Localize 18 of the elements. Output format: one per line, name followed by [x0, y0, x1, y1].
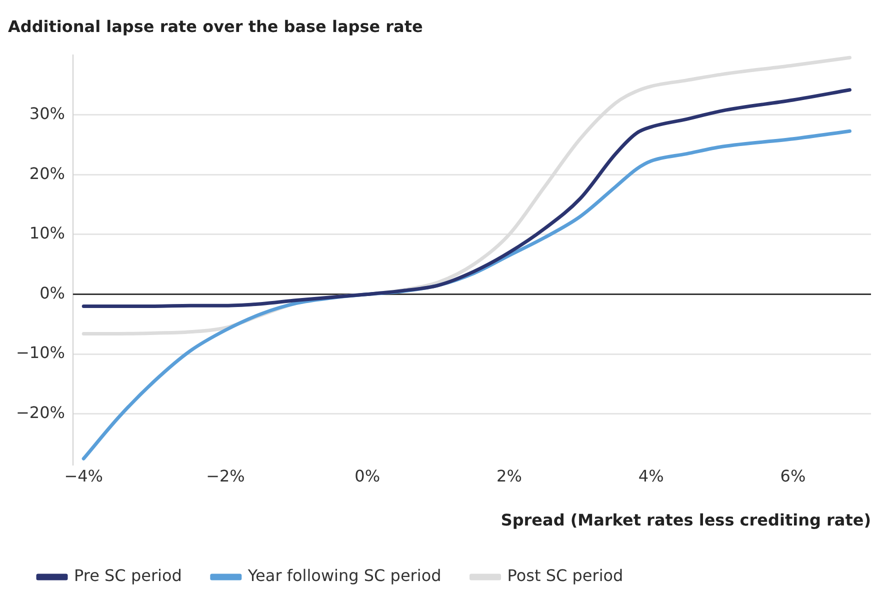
x-tick-label: 2%	[496, 466, 522, 486]
y-tick-label: 0%	[40, 283, 65, 302]
y-tick-label: −20%	[16, 402, 65, 422]
x-axis-title: Spread (Market rates less crediting rate)	[500, 510, 871, 530]
chart-title: Additional lapse rate over the base lapse rate	[8, 16, 423, 36]
y-tick-label: 30%	[29, 104, 65, 124]
legend-label: Year following SC period	[246, 566, 442, 586]
x-tick-label: 6%	[780, 466, 806, 486]
x-tick-label: −4%	[64, 466, 104, 486]
legend-label: Post SC period	[507, 566, 624, 586]
x-tick-label: 0%	[354, 466, 380, 486]
y-tick-label: −10%	[16, 343, 65, 362]
legend-label: Pre SC period	[74, 566, 182, 586]
y-tick-label: 10%	[29, 224, 65, 243]
x-tick-label: −2%	[206, 466, 245, 486]
line-series	[82, 88, 852, 308]
y-tick-label: 20%	[29, 164, 65, 183]
x-tick-label: 4%	[638, 466, 664, 486]
